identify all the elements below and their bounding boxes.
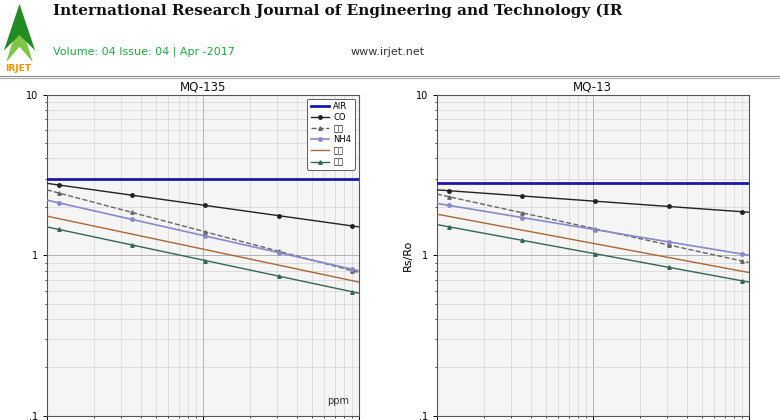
Text: IRJET: IRJET (5, 64, 31, 73)
Text: www.irjet.net: www.irjet.net (351, 47, 425, 57)
Y-axis label: Rs/Ro: Rs/Ro (402, 239, 413, 271)
Text: Volume: 04 Issue: 04 | Apr -2017: Volume: 04 Issue: 04 | Apr -2017 (53, 47, 235, 57)
Title: MQ-135: MQ-135 (179, 80, 226, 93)
Text: International Research Journal of Engineering and Technology (IR: International Research Journal of Engine… (53, 4, 622, 18)
Polygon shape (6, 19, 33, 62)
Title: MQ-13: MQ-13 (573, 80, 612, 93)
Text: ppm: ppm (328, 396, 349, 406)
Polygon shape (4, 4, 35, 50)
Legend: AIR, CO, 酒精, NH4, 甲苯, 丙酮: AIR, CO, 酒精, NH4, 甲苯, 丙酮 (307, 99, 355, 170)
